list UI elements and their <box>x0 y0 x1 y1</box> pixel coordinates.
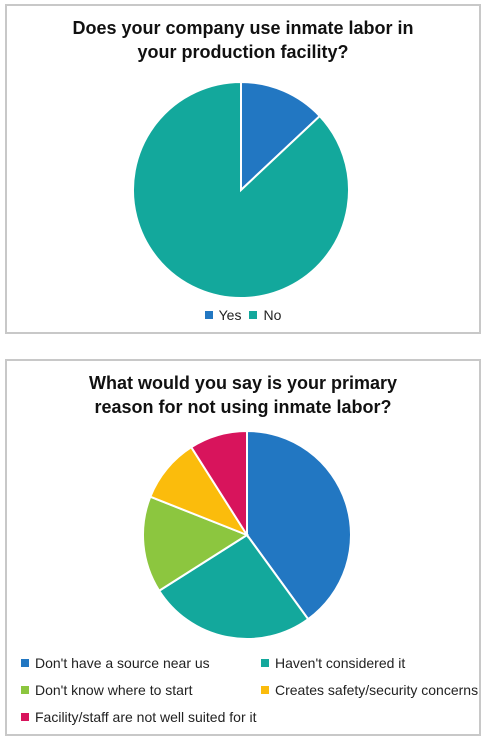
pie-slice <box>189 429 248 539</box>
legend-label: No <box>263 307 282 323</box>
legend-label: Facility/staff are not well suited for i… <box>35 709 257 725</box>
legend-item: Yes <box>204 307 242 323</box>
legend: Don't have a source near us Haven't consi… <box>21 655 479 725</box>
chart-panel: What would you say is your primary reaso… <box>5 359 481 736</box>
legend-swatch <box>204 311 213 319</box>
legend-label: Yes <box>218 307 242 323</box>
legend-label: Don't know where to start <box>35 682 193 698</box>
legend-swatch <box>21 686 29 694</box>
legend-swatch <box>21 713 29 721</box>
pie-slice <box>132 80 350 299</box>
chart-panel: Does your company use inmate labor in yo… <box>5 4 481 334</box>
legend: Yes No <box>7 306 479 323</box>
legend-item: Haven't considered it <box>261 655 481 671</box>
legend-item: Facility/staff are not well suited for i… <box>21 709 261 725</box>
legend-item: Don't know where to start <box>21 682 261 698</box>
pie-slice <box>157 533 310 640</box>
legend-swatch <box>261 686 269 694</box>
chart-title: Does your company use inmate labor in yo… <box>72 18 414 62</box>
legend-swatch <box>261 659 269 667</box>
legend-label: Creates safety/security concerns <box>275 682 479 698</box>
pie-slice <box>240 80 322 193</box>
legend-label: Don't have a source near us <box>35 655 210 671</box>
legend-swatch <box>21 659 29 667</box>
legend-label: Haven't considered it <box>275 655 406 671</box>
legend-item: No <box>249 307 281 323</box>
pie <box>132 80 350 299</box>
pie-slice <box>246 429 352 621</box>
pie-slice <box>142 495 250 593</box>
legend-item: Creates safety/security concerns <box>261 682 481 698</box>
chart-title: What would you say is your primary reaso… <box>88 373 398 417</box>
pie <box>142 429 352 640</box>
legend-item: Don't have a source near us <box>21 655 261 671</box>
legend-swatch <box>249 311 258 319</box>
